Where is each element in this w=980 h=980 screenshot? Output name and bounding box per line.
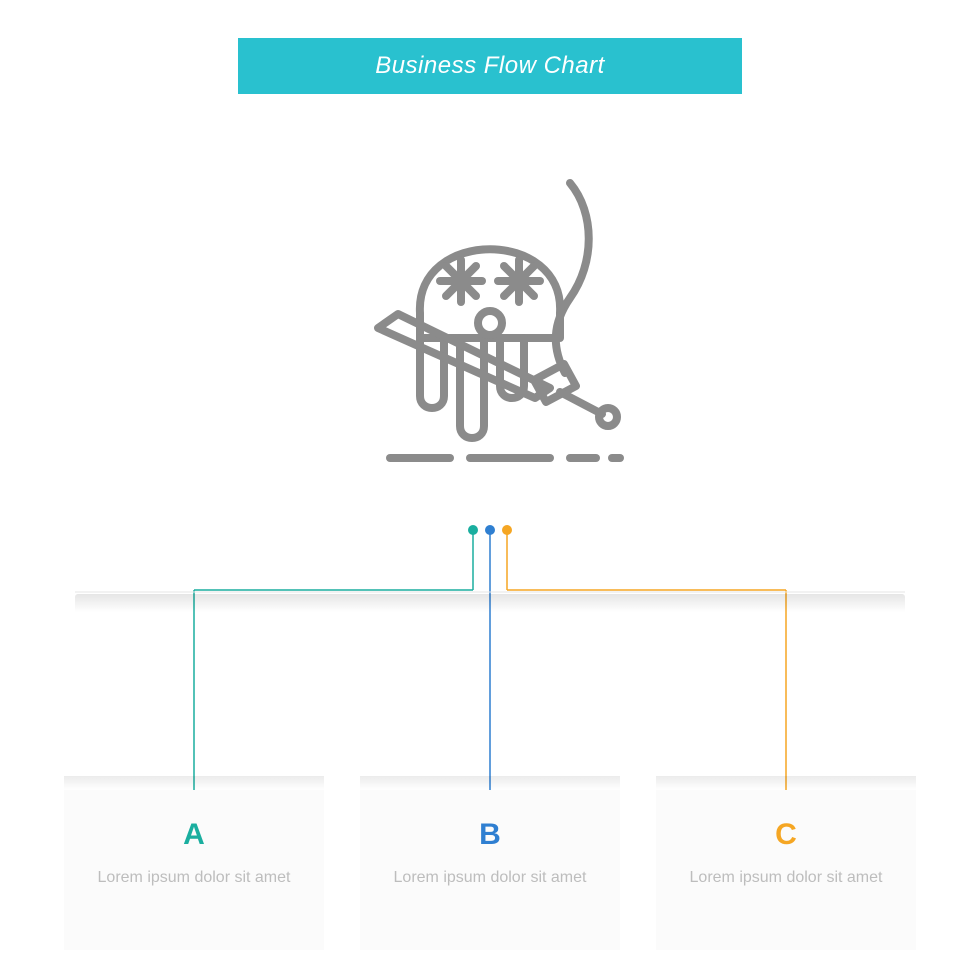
card-text: Lorem ipsum dolor sit amet <box>64 866 324 889</box>
cards-row: A Lorem ipsum dolor sit amet B Lorem ips… <box>0 790 980 950</box>
card-letter: C <box>656 818 916 852</box>
card-letter: A <box>64 818 324 852</box>
card-a: A Lorem ipsum dolor sit amet <box>64 790 324 950</box>
card-c: C Lorem ipsum dolor sit amet <box>656 790 916 950</box>
card-text: Lorem ipsum dolor sit amet <box>360 866 620 889</box>
connector-shadow <box>75 594 905 612</box>
page-title: Business Flow Chart <box>375 52 605 80</box>
card-b: B Lorem ipsum dolor sit amet <box>360 790 620 950</box>
title-bar: Business Flow Chart <box>238 38 742 94</box>
card-letter: B <box>360 818 620 852</box>
card-text: Lorem ipsum dolor sit amet <box>656 866 916 889</box>
skull-sword-icon <box>0 138 980 478</box>
